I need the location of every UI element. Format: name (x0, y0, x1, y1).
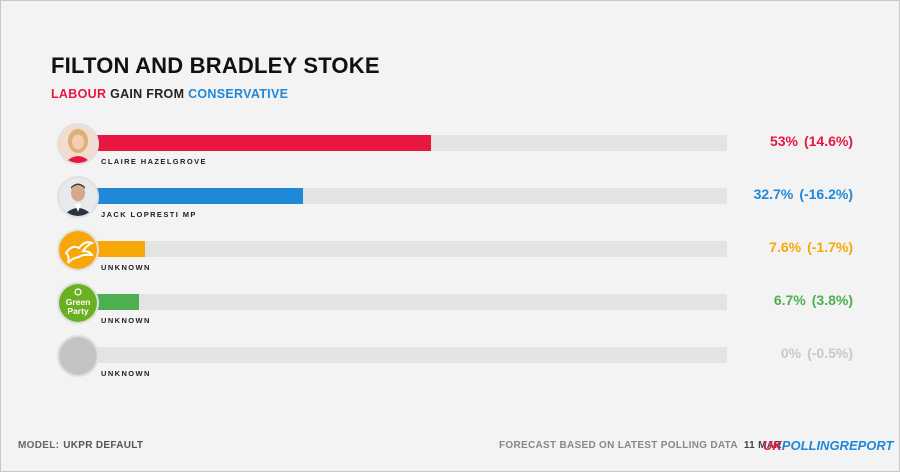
result-label: 6.7% (3.8%) (741, 292, 853, 308)
candidate-name: UNKNOWN (101, 263, 151, 272)
candidate-photo-icon (57, 123, 99, 165)
bar-track (97, 135, 727, 151)
ukpollingreport-logo[interactable]: UKPOLLINGREPORT (763, 438, 894, 453)
bar-track (97, 188, 727, 204)
forecast-text: FORECAST BASED ON LATEST POLLING DATA (499, 440, 738, 451)
svg-text:Party: Party (67, 306, 89, 316)
result-label: 53% (14.6%) (741, 133, 853, 149)
bar-track (97, 347, 727, 363)
gaining-party: LABOUR (51, 87, 107, 101)
change-label: (14.6%) (803, 133, 853, 149)
vote-share-bar (97, 188, 303, 204)
candidate-row: UNKNOWN 7.6% (-1.7%) (1, 229, 900, 279)
result-label: 0% (-0.5%) (741, 345, 853, 361)
vote-share-label: 0% (780, 345, 802, 361)
vote-share-label: 53% (769, 133, 798, 149)
forecast-note: FORECAST BASED ON LATEST POLLING DATA 11 … (499, 440, 782, 451)
model-label: MODEL: (18, 440, 60, 451)
candidate-name: JACK LOPRESTI MP (101, 210, 197, 219)
vote-share-label: 7.6% (769, 239, 802, 255)
forecast-date: 11 MAR (743, 440, 782, 451)
change-label: (-16.2%) (799, 186, 853, 202)
candidate-photo-icon (57, 176, 99, 218)
vote-share-label: 32.7% (753, 186, 794, 202)
candidate-name: CLAIRE HAZELGROVE (101, 157, 207, 166)
constituency-title: FILTON AND BRADLEY STOKE (51, 53, 380, 78)
candidate-row: UNKNOWN 0% (-0.5%) (1, 335, 900, 385)
candidate-name: UNKNOWN (101, 369, 151, 378)
logo-rest: POLLINGREPORT (781, 438, 894, 453)
change-label: (3.8%) (811, 292, 853, 308)
vote-share-bar (97, 294, 140, 310)
candidate-row: JACK LOPRESTI MP 32.7% (-16.2%) (1, 176, 900, 226)
losing-party: CONSERVATIVE (188, 87, 289, 101)
result-label: 32.7% (-16.2%) (741, 186, 853, 202)
change-label: (-0.5%) (807, 345, 853, 361)
vote-share-bar (97, 135, 431, 151)
subtitle-middle: GAIN FROM (110, 87, 185, 101)
result-label: 7.6% (-1.7%) (741, 239, 853, 255)
green-party-logo-icon: Green Party (57, 282, 99, 324)
bar-track (97, 294, 727, 310)
candidate-name: UNKNOWN (101, 316, 151, 325)
blank-avatar-icon (57, 335, 99, 377)
result-subtitle: LABOUR GAIN FROM CONSERVATIVE (51, 87, 288, 101)
candidate-row: CLAIRE HAZELGROVE 53% (14.6%) (1, 123, 900, 173)
candidate-row: Green Party UNKNOWN 6.7% (3.8%) (1, 282, 900, 332)
vote-share-label: 6.7% (773, 292, 806, 308)
libdem-bird-icon (57, 229, 99, 271)
bar-track (97, 241, 727, 257)
vote-share-bar (97, 241, 145, 257)
model-info: MODEL: UKPR DEFAULT (18, 440, 143, 451)
logo-uk: UK (763, 438, 782, 453)
change-label: (-1.7%) (807, 239, 853, 255)
model-value: UKPR DEFAULT (63, 440, 144, 451)
svg-text:Green: Green (66, 297, 91, 307)
